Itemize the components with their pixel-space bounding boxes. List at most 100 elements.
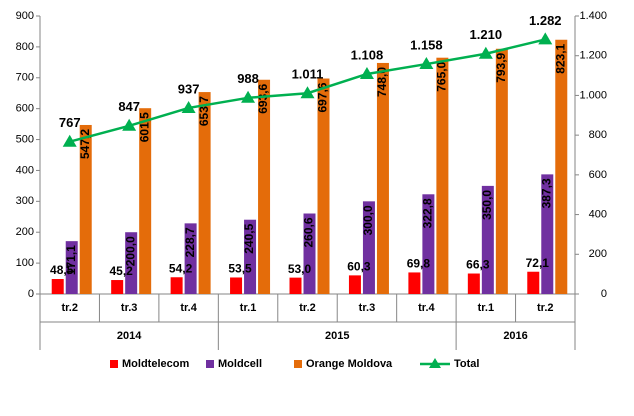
data-label: 228,7 xyxy=(183,227,197,257)
bar xyxy=(376,62,389,294)
marker xyxy=(359,66,374,79)
total-label: 1.108 xyxy=(351,47,384,62)
data-label: 547,2 xyxy=(78,129,92,159)
x-tick-label: tr.3 xyxy=(359,302,376,314)
legend-label: Moldtelecom xyxy=(122,358,189,370)
bar xyxy=(436,57,449,295)
x-tick-label: tr.4 xyxy=(418,302,435,314)
data-label: 66,3 xyxy=(466,258,490,272)
legend-label: Total xyxy=(454,358,479,370)
group-label: 2015 xyxy=(325,330,349,342)
y-tick-label: 600 xyxy=(16,103,34,115)
bar xyxy=(495,48,508,295)
data-label: 60,3 xyxy=(347,260,371,274)
y2-tick-label: 200 xyxy=(589,248,607,260)
legend-swatch xyxy=(206,360,214,368)
y-tick-label: 300 xyxy=(16,195,34,207)
bar xyxy=(555,39,568,294)
y-tick-label: 400 xyxy=(16,164,34,176)
legend-label: Moldcell xyxy=(218,358,262,370)
data-label: 200,0 xyxy=(123,236,137,266)
data-label: 240,5 xyxy=(242,223,256,253)
bar xyxy=(79,124,92,294)
bar xyxy=(467,273,480,294)
bar xyxy=(362,201,375,294)
bar xyxy=(65,241,78,294)
bar xyxy=(541,174,554,294)
x-tick-label: tr.1 xyxy=(240,302,257,314)
legend-swatch xyxy=(110,360,118,368)
y2-tick-label: 600 xyxy=(589,169,607,181)
legend-label: Orange Moldova xyxy=(306,358,393,370)
y2-tick-label: 1.000 xyxy=(579,89,607,101)
marker xyxy=(419,57,434,70)
legend-swatch xyxy=(294,360,302,368)
data-label: 45,2 xyxy=(109,264,133,278)
data-label: 653,7 xyxy=(197,96,211,126)
bar xyxy=(258,79,271,294)
total-label: 767 xyxy=(59,115,81,130)
data-label: 748,0 xyxy=(375,67,389,97)
data-label: 322,8 xyxy=(421,198,435,228)
y2-tick-label: 0 xyxy=(601,288,607,300)
y-tick-label: 0 xyxy=(28,288,34,300)
bar xyxy=(184,223,197,294)
data-label: 72,1 xyxy=(526,256,550,270)
data-label: 260,6 xyxy=(302,217,316,247)
marker xyxy=(300,86,315,99)
x-tick-label: tr.1 xyxy=(478,302,495,314)
marker xyxy=(478,46,493,59)
x-tick-label: tr.2 xyxy=(299,302,316,314)
data-label: 765,0 xyxy=(435,61,449,91)
data-label: 53,0 xyxy=(288,262,312,276)
y2-tick-label: 400 xyxy=(589,208,607,220)
bar xyxy=(422,194,435,294)
bar xyxy=(289,277,302,294)
x-tick-label: tr.2 xyxy=(537,302,554,314)
bar xyxy=(348,275,361,294)
y2-tick-label: 800 xyxy=(589,129,607,141)
data-label: 54,2 xyxy=(169,261,193,275)
bar xyxy=(408,272,421,294)
marker xyxy=(62,134,77,147)
total-label: 988 xyxy=(237,71,259,86)
y-tick-label: 800 xyxy=(16,41,34,53)
bar xyxy=(139,108,152,294)
x-tick-label: tr.4 xyxy=(180,302,197,314)
marker xyxy=(538,32,553,45)
bar xyxy=(244,219,257,294)
data-label: 823,1 xyxy=(553,43,567,73)
data-label: 300,0 xyxy=(361,205,375,235)
bar xyxy=(111,280,124,294)
y2-tick-label: 1.400 xyxy=(579,10,607,22)
bar xyxy=(230,277,243,294)
data-label: 48,5 xyxy=(50,263,74,277)
y-tick-label: 900 xyxy=(16,10,34,22)
bar xyxy=(51,279,64,294)
bar xyxy=(125,232,138,294)
data-label: 693,6 xyxy=(256,83,270,113)
data-label: 387,3 xyxy=(539,178,553,208)
data-label: 171,1 xyxy=(64,245,78,275)
total-label: 1.011 xyxy=(292,67,324,82)
marker xyxy=(122,118,137,131)
marker xyxy=(241,90,256,103)
y-tick-label: 700 xyxy=(16,72,34,84)
bar xyxy=(170,277,183,294)
data-label: 350,0 xyxy=(480,190,494,220)
y-tick-label: 200 xyxy=(16,226,34,238)
bar xyxy=(198,92,211,294)
x-tick-label: tr.2 xyxy=(61,302,78,314)
data-label: 53,5 xyxy=(228,262,252,276)
y-tick-label: 100 xyxy=(16,257,34,269)
bar xyxy=(527,271,540,294)
total-label: 1.282 xyxy=(529,13,562,28)
bar xyxy=(317,78,330,295)
total-label: 937 xyxy=(178,81,200,96)
total-label: 1.210 xyxy=(470,27,503,42)
y-tick-label: 500 xyxy=(16,133,34,145)
total-label: 1.158 xyxy=(410,37,443,52)
bar xyxy=(481,185,494,294)
group-label: 2014 xyxy=(117,330,142,342)
group-label: 2016 xyxy=(503,330,527,342)
